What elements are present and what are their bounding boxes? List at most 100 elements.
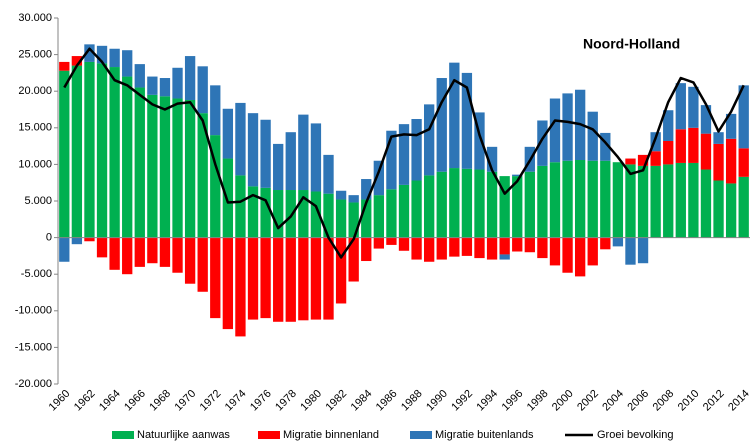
bar [184, 99, 196, 238]
y-tick-label: 5.000 [24, 195, 52, 207]
bar [637, 237, 649, 264]
bar [285, 190, 296, 238]
y-tick-label: -5.000 [21, 268, 52, 280]
bar [549, 237, 561, 266]
bar [386, 130, 397, 190]
bar [59, 61, 70, 71]
bar [335, 190, 347, 200]
bar [700, 169, 712, 238]
bar [574, 237, 586, 277]
bar [436, 171, 447, 238]
bar [71, 237, 83, 245]
bar [386, 237, 397, 245]
bar [449, 237, 460, 257]
bar [549, 162, 561, 238]
bar [675, 162, 686, 238]
bar [285, 237, 296, 322]
x-tick-label: 2014 [726, 388, 750, 414]
bar [600, 132, 611, 161]
bar [184, 56, 196, 100]
bar [197, 113, 208, 238]
bar [725, 183, 737, 238]
x-tick-label: 1972 [198, 388, 224, 414]
legend-swatch [112, 431, 134, 439]
x-tick-label: 2000 [550, 388, 576, 414]
bar [235, 175, 246, 238]
bar [285, 132, 296, 191]
bar [273, 237, 284, 322]
y-tick-label: 30.000 [18, 12, 52, 24]
bar [71, 65, 83, 238]
bar [172, 98, 183, 238]
x-tick-label: 2010 [676, 388, 702, 414]
bar [310, 191, 322, 238]
bar [222, 237, 234, 330]
bar [663, 164, 674, 238]
bar [600, 160, 611, 238]
x-tick-label: 2006 [625, 388, 651, 414]
bar [134, 87, 145, 238]
bar [625, 164, 636, 238]
bar [361, 179, 372, 200]
bar [373, 195, 384, 238]
bar [411, 237, 422, 260]
bar [537, 237, 548, 259]
bar [612, 237, 624, 247]
bar [411, 180, 422, 238]
bar [247, 237, 259, 320]
bar [260, 119, 271, 188]
bar [688, 127, 699, 163]
bar [298, 114, 309, 191]
legend-label: Natuurlijke aanwas [137, 429, 230, 441]
bar [449, 168, 460, 238]
bar [549, 98, 561, 163]
bar [147, 237, 158, 264]
bar [436, 237, 447, 260]
x-tick-label: 1978 [273, 388, 299, 414]
bar [449, 62, 460, 169]
x-tick-label: 1966 [122, 388, 148, 414]
bar [210, 85, 221, 136]
bar [725, 113, 737, 139]
bar [562, 93, 573, 161]
bar [524, 237, 535, 253]
bar [600, 237, 611, 250]
x-tick-label: 2008 [651, 388, 677, 414]
bar [348, 195, 359, 203]
x-tick-label: 1962 [72, 388, 98, 414]
bar [247, 186, 259, 238]
bar [398, 237, 410, 251]
y-tick-label: 0 [46, 232, 52, 244]
x-tick-label: 1996 [500, 388, 526, 414]
bar [474, 169, 485, 238]
bar [474, 112, 485, 170]
bar [499, 176, 510, 238]
line [63, 47, 745, 259]
bar [587, 237, 598, 266]
bar [650, 151, 661, 166]
x-tick-label: 1980 [298, 388, 324, 414]
bar [172, 67, 183, 99]
bar [323, 237, 334, 320]
bar [348, 202, 359, 238]
x-tick-label: 1970 [172, 388, 198, 414]
bar [499, 254, 510, 260]
bar [147, 94, 158, 238]
x-tick-label: 1968 [147, 388, 173, 414]
bar [59, 237, 70, 262]
y-tick-label: -20.000 [15, 378, 52, 390]
bar [210, 135, 221, 238]
x-tick-label: 1982 [323, 388, 349, 414]
bar [675, 83, 686, 130]
x-tick-label: 2004 [600, 388, 626, 414]
bar [159, 96, 171, 238]
bar [625, 237, 636, 265]
bar [96, 45, 108, 64]
bar [398, 124, 410, 185]
bar [310, 123, 322, 192]
bar [122, 237, 133, 275]
y-tick-label: 25.000 [18, 49, 52, 61]
legend-label: Groei bevolking [597, 429, 673, 441]
bar [84, 237, 95, 242]
